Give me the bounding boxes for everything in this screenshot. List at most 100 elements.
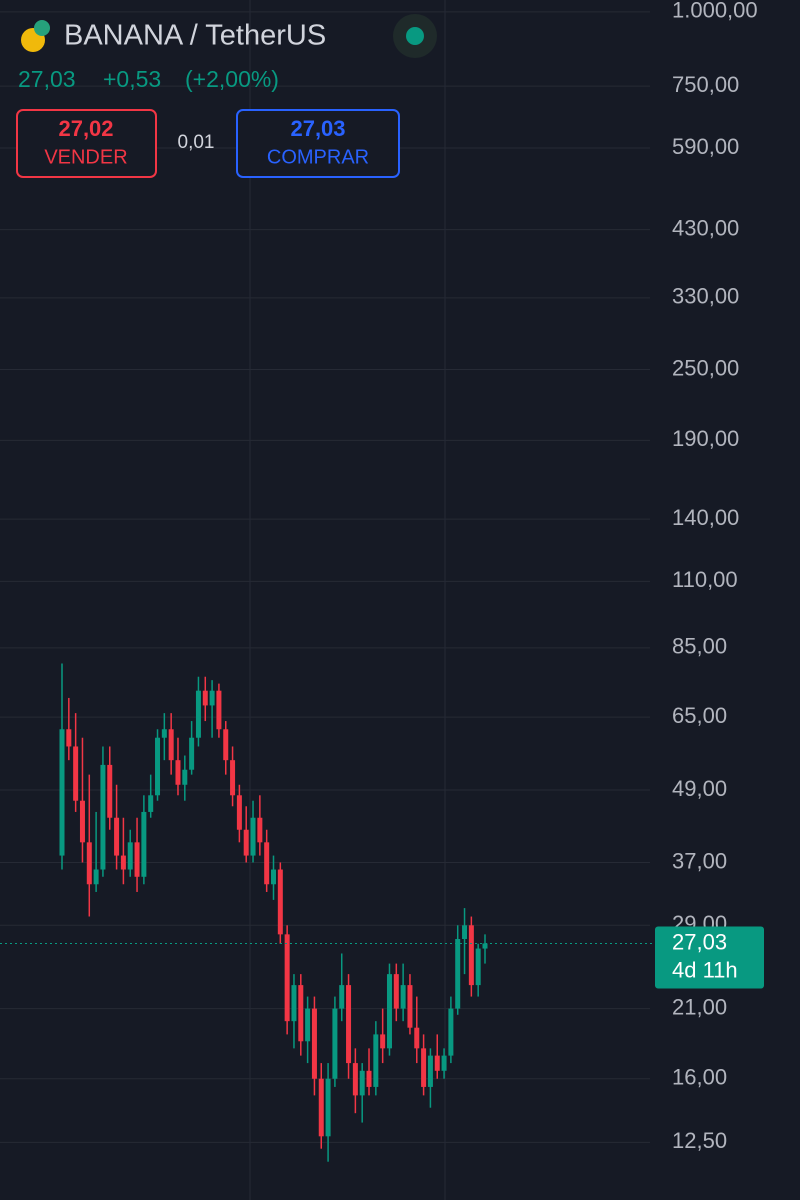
symbol-title: BANANA / TetherUS	[64, 20, 326, 52]
y-tick-label: 750,00	[672, 72, 739, 97]
candle-body	[421, 1048, 427, 1087]
change: +0,53	[103, 66, 161, 92]
candle-body	[148, 795, 154, 812]
y-tick-label: 140,00	[672, 505, 739, 530]
candle-body	[393, 974, 399, 1009]
y-tick-label: 430,00	[672, 215, 739, 240]
candle-body	[462, 925, 468, 940]
candle-body	[325, 1078, 331, 1137]
candle-body	[93, 869, 99, 885]
candle-body	[455, 939, 461, 1009]
candle-body	[434, 1055, 440, 1071]
candle-body	[257, 817, 263, 843]
candle-body	[175, 760, 181, 785]
candle-body	[414, 1027, 420, 1049]
y-tick-label: 590,00	[672, 134, 739, 159]
candle-body	[134, 842, 140, 877]
candle-body	[100, 764, 106, 870]
candle-body	[189, 737, 195, 770]
tether-icon	[34, 20, 50, 36]
candle-body	[243, 829, 249, 856]
candle-body	[311, 1008, 317, 1079]
candle-body	[223, 729, 229, 761]
candle-body	[427, 1055, 433, 1087]
candle-body	[66, 729, 72, 747]
candle-body	[407, 985, 413, 1028]
candle-body	[339, 985, 345, 1009]
candle-body	[305, 1008, 311, 1042]
y-tick-label: 12,50	[672, 1128, 727, 1153]
candle-body	[468, 925, 474, 986]
candle-body	[120, 855, 126, 870]
status-dot	[406, 27, 424, 45]
candle-body	[59, 729, 65, 856]
candle-body	[373, 1034, 379, 1087]
candle-body	[250, 817, 256, 856]
y-tick-label: 16,00	[672, 1065, 727, 1090]
candle-body	[298, 985, 304, 1042]
y-tick-label: 37,00	[672, 848, 727, 873]
last-price-box	[655, 926, 764, 989]
buy-label[interactable]: COMPRAR	[267, 146, 369, 168]
candle-body	[482, 943, 488, 949]
candle-body	[277, 869, 283, 935]
y-tick-label: 330,00	[672, 284, 739, 309]
candle-body	[448, 1008, 454, 1056]
y-tick-label: 49,00	[672, 776, 727, 801]
candle-body	[155, 737, 161, 796]
header: BANANA / TetherUS 27,03 +0,53 (+2,00%) 2…	[16, 14, 437, 178]
candle-body	[79, 800, 85, 843]
candle-body	[271, 869, 276, 885]
candle-body	[386, 974, 392, 1049]
plot: 1.000,00 750,00 590,00 430,00 330,00 250,00 19…	[0, 0, 758, 1162]
spread: 0,01	[178, 132, 215, 153]
y-tick-label: 21,00	[672, 994, 727, 1019]
candle-body	[86, 842, 92, 885]
y-tick-label: 1.000,00	[672, 0, 758, 23]
candle-body	[209, 690, 215, 706]
candle-body	[359, 1070, 365, 1096]
candle-body	[107, 764, 113, 818]
sell-price[interactable]: 27,02	[58, 116, 113, 141]
candle-body	[264, 842, 270, 885]
candle-body	[366, 1070, 372, 1087]
y-tick-label: 190,00	[672, 426, 739, 451]
candle-body	[346, 985, 352, 1064]
candle-body	[352, 1063, 358, 1096]
buy-price[interactable]: 27,03	[290, 116, 345, 141]
candle-body	[475, 948, 481, 986]
candle-body	[114, 817, 120, 856]
change-pct: (+2,00%)	[185, 66, 279, 92]
candle-body	[230, 760, 236, 796]
candle-body	[380, 1034, 386, 1049]
buy-button[interactable]	[236, 109, 400, 178]
price: 27,03	[18, 66, 76, 92]
candle-body	[284, 934, 290, 1022]
candle-body	[400, 985, 406, 1009]
sell-button[interactable]	[16, 109, 157, 178]
candle-body	[195, 690, 201, 738]
candle-body	[202, 690, 208, 706]
candle-body	[332, 1008, 338, 1079]
candle-body	[291, 985, 297, 1022]
countdown: 4d 11h	[672, 957, 738, 982]
y-tick-label: 85,00	[672, 634, 727, 659]
candle-body	[236, 795, 242, 830]
candle-body	[141, 811, 147, 877]
last-price-label: 27,03	[672, 929, 727, 954]
y-tick-label: 250,00	[672, 355, 739, 380]
candle-body	[168, 729, 174, 761]
candle-body	[182, 769, 188, 785]
candle-body	[73, 746, 79, 801]
candle-body	[216, 690, 222, 730]
candle-body	[161, 729, 167, 738]
candle-body	[441, 1055, 447, 1071]
y-tick-label: 110,00	[672, 567, 738, 592]
candle-body	[127, 842, 133, 870]
y-tick-label: 65,00	[672, 703, 727, 728]
candle-body	[318, 1078, 324, 1137]
sell-label[interactable]: VENDER	[44, 146, 127, 168]
